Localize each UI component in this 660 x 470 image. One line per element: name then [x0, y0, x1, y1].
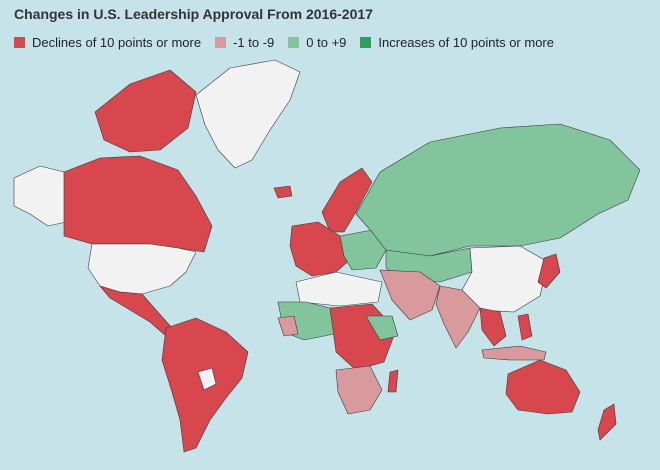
- legend-item-increase-large: Increases of 10 points or more: [360, 35, 554, 50]
- legend-item-decline-small: -1 to -9: [215, 35, 274, 50]
- region-canada-arctic[interactable]: [94, 69, 197, 153]
- region-new-zealand[interactable]: [597, 403, 617, 441]
- legend-swatch: [360, 37, 372, 48]
- region-bolivia[interactable]: [197, 367, 217, 391]
- region-greenland[interactable]: [195, 59, 301, 169]
- legend-label: Increases of 10 points or more: [378, 35, 554, 50]
- region-iceland[interactable]: [273, 185, 293, 199]
- region-west-africa-coast[interactable]: [277, 315, 299, 337]
- legend-item-decline-large: Declines of 10 points or more: [14, 35, 201, 50]
- legend-swatch: [14, 37, 25, 48]
- region-southern-africa[interactable]: [335, 365, 383, 415]
- region-japan[interactable]: [537, 253, 561, 289]
- region-mexico-central-america[interactable]: [99, 285, 173, 337]
- region-east-africa[interactable]: [365, 315, 399, 341]
- region-alaska[interactable]: [13, 165, 67, 227]
- region-united-states[interactable]: [87, 243, 197, 295]
- region-middle-east[interactable]: [379, 269, 441, 321]
- region-india[interactable]: [435, 285, 481, 349]
- map-title: Changes in U.S. Leadership Approval From…: [14, 6, 373, 22]
- region-north-africa[interactable]: [295, 271, 383, 307]
- region-russia[interactable]: [355, 123, 641, 259]
- legend-label: Declines of 10 points or more: [32, 35, 202, 50]
- region-madagascar[interactable]: [387, 369, 399, 393]
- legend-swatch: [215, 37, 227, 48]
- region-southeast-asia[interactable]: [479, 307, 507, 347]
- legend-label: 0 to +9: [306, 35, 347, 50]
- region-australia[interactable]: [505, 359, 581, 415]
- region-philippines[interactable]: [517, 313, 533, 341]
- legend: Declines of 10 points or more -1 to -9 0…: [14, 35, 568, 50]
- region-canada[interactable]: [63, 155, 213, 253]
- legend-swatch: [288, 37, 300, 48]
- region-indonesia[interactable]: [481, 345, 547, 361]
- legend-item-increase-small: 0 to +9: [288, 35, 346, 50]
- legend-label: -1 to -9: [233, 35, 275, 50]
- region-china[interactable]: [461, 245, 549, 313]
